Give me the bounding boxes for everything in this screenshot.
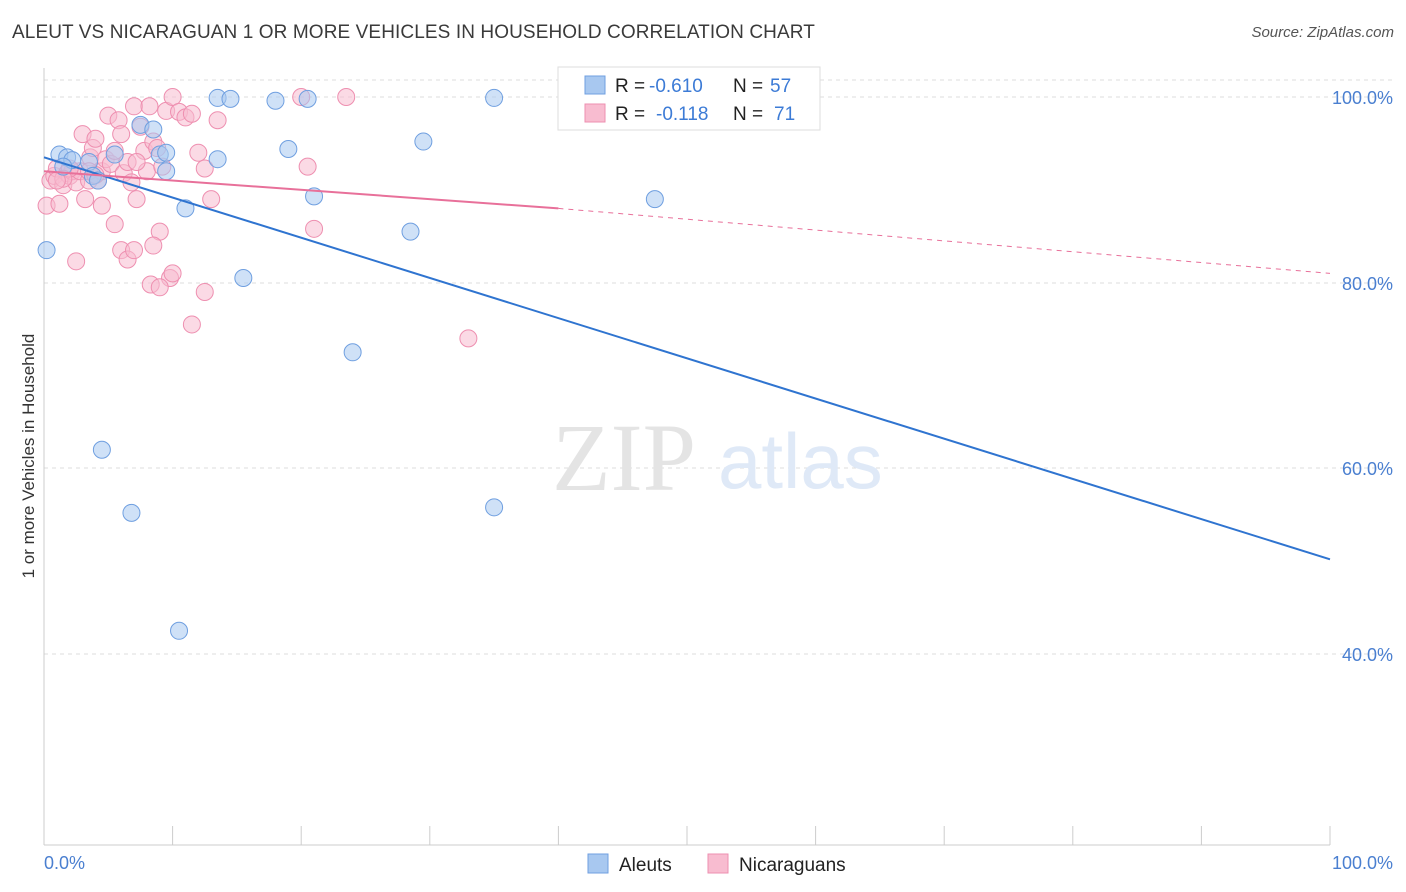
aleuts-point	[343, 343, 362, 362]
aleuts-point	[485, 88, 504, 107]
aleuts-point	[92, 440, 111, 459]
aleuts-point	[176, 199, 195, 218]
nicaraguans-point	[195, 159, 214, 178]
legend-n-value: 71	[774, 104, 795, 125]
nicaraguans-point	[150, 278, 169, 297]
nicaraguans-point	[182, 315, 201, 334]
nicaraguans-point	[182, 104, 201, 123]
aleuts-point	[234, 269, 253, 288]
y-tick-label: 40.0%	[1342, 645, 1393, 665]
trend-lines	[43, 156, 1331, 561]
legend-swatch-nicaraguans	[707, 853, 729, 874]
nicaraguans-point	[76, 190, 95, 209]
legend-label-nicaraguans: Nicaraguans	[739, 855, 846, 876]
legend-n-label: N =	[733, 104, 763, 125]
nicaraguans-point	[163, 88, 182, 106]
chart-title: ALEUT VS NICARAGUAN 1 OR MORE VEHICLES I…	[12, 22, 815, 43]
legend-r-label: R =	[615, 104, 645, 125]
aleuts-point	[305, 187, 324, 206]
nicaraguans-point	[140, 97, 159, 116]
nicaraguans-point	[163, 264, 182, 283]
aleuts-point	[401, 222, 420, 241]
aleuts-point	[266, 91, 285, 110]
aleuts-point	[298, 89, 317, 108]
nicaraguans-point	[195, 282, 214, 301]
chart-source: Source: ZipAtlas.com	[1251, 24, 1394, 41]
nicaraguans-point	[125, 97, 144, 116]
aleuts-point	[485, 498, 504, 517]
nicaraguans-point	[127, 190, 146, 209]
aleuts-point	[157, 143, 176, 162]
watermark-zip: ZIP	[552, 404, 696, 511]
nicaraguans-point	[202, 190, 221, 209]
x-tick-label: 100.0%	[1332, 853, 1393, 873]
nicaraguans-point	[459, 329, 478, 348]
nicaraguans-point	[208, 111, 227, 130]
legend-n-label: N =	[733, 76, 763, 97]
nicaraguans-point	[67, 252, 86, 271]
legend-label-aleuts: Aleuts	[619, 855, 672, 876]
stats-legend: R = -0.610 N = 57 R = -0.118 N = 71	[557, 66, 821, 131]
watermark: ZIP atlas	[552, 404, 883, 511]
watermark-atlas: atlas	[718, 417, 883, 505]
nicaraguans-point	[298, 157, 317, 176]
aleuts-trend-line	[43, 156, 1331, 561]
legend-n-value: 57	[770, 76, 791, 97]
legend-swatch-aleuts	[584, 75, 606, 95]
aleuts-point	[157, 162, 176, 181]
y-tick-label: 60.0%	[1342, 459, 1393, 479]
y-axis-title: 1 or more Vehicles in Household	[19, 334, 38, 579]
legend-swatch-aleuts	[587, 853, 609, 874]
aleuts-point	[144, 120, 163, 139]
nicaraguans-point	[144, 236, 163, 255]
nicaraguans-point	[86, 129, 105, 148]
nicaraguans-point	[189, 143, 208, 162]
nicaraguans-point	[105, 215, 124, 234]
y-tick-label: 100.0%	[1332, 88, 1393, 108]
legend-r-value: -0.118	[656, 104, 708, 125]
nicaraguans-trend-line	[43, 170, 559, 210]
nicaraguans-points	[37, 88, 478, 348]
nicaraguans-point	[125, 241, 144, 260]
aleuts-point	[221, 89, 240, 108]
legend-swatch-nicaraguans	[584, 103, 606, 123]
aleuts-point	[279, 139, 298, 158]
nicaraguans-point	[112, 125, 131, 144]
aleuts-point	[105, 145, 124, 164]
aleuts-point	[645, 190, 664, 209]
nicaraguans-trend-extension	[558, 207, 1331, 274]
y-tick-label: 80.0%	[1342, 274, 1393, 294]
series-legend: Aleuts Nicaraguans	[587, 853, 846, 876]
aleuts-point	[37, 241, 56, 260]
aleuts-point	[170, 621, 189, 640]
legend-r-label: R =	[615, 76, 645, 97]
nicaraguans-point	[127, 152, 146, 171]
aleuts-point	[414, 132, 433, 151]
x-tick-labels: 0.0% 100.0%	[44, 853, 1393, 873]
y-tick-labels: 40.0% 60.0% 80.0% 100.0%	[1332, 88, 1393, 665]
nicaraguans-point	[305, 219, 324, 238]
nicaraguans-point	[337, 88, 356, 106]
nicaraguans-point	[92, 196, 111, 215]
aleuts-point	[208, 150, 227, 169]
legend-r-value: -0.610	[649, 76, 703, 97]
aleuts-point	[122, 503, 141, 522]
nicaraguans-point	[50, 194, 69, 213]
x-tick-label: 0.0%	[44, 853, 85, 873]
